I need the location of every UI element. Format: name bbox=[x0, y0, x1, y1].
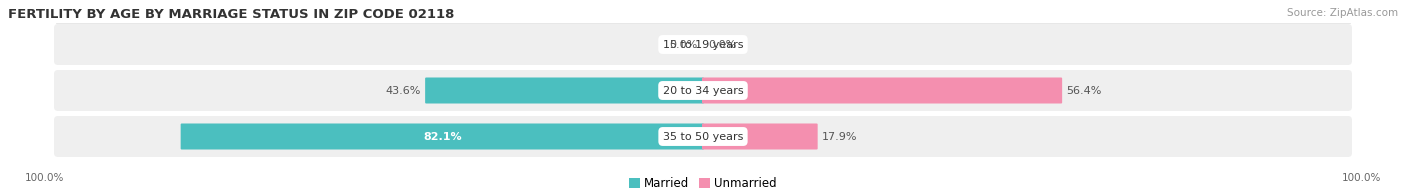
FancyBboxPatch shape bbox=[702, 123, 818, 150]
Text: FERTILITY BY AGE BY MARRIAGE STATUS IN ZIP CODE 02118: FERTILITY BY AGE BY MARRIAGE STATUS IN Z… bbox=[8, 8, 454, 21]
FancyBboxPatch shape bbox=[53, 24, 1353, 65]
Text: 43.6%: 43.6% bbox=[385, 85, 422, 95]
Text: 100.0%: 100.0% bbox=[25, 173, 65, 183]
Text: 20 to 34 years: 20 to 34 years bbox=[662, 85, 744, 95]
Text: 0.0%: 0.0% bbox=[669, 40, 697, 50]
FancyBboxPatch shape bbox=[53, 70, 1353, 111]
FancyBboxPatch shape bbox=[180, 123, 704, 150]
Text: 56.4%: 56.4% bbox=[1066, 85, 1101, 95]
Text: 35 to 50 years: 35 to 50 years bbox=[662, 132, 744, 142]
Legend: Married, Unmarried: Married, Unmarried bbox=[628, 177, 778, 190]
FancyBboxPatch shape bbox=[702, 77, 1062, 103]
FancyBboxPatch shape bbox=[425, 77, 704, 103]
Text: 0.0%: 0.0% bbox=[709, 40, 737, 50]
Text: 82.1%: 82.1% bbox=[423, 132, 461, 142]
Text: 100.0%: 100.0% bbox=[1341, 173, 1381, 183]
Text: Source: ZipAtlas.com: Source: ZipAtlas.com bbox=[1286, 8, 1398, 18]
Text: 17.9%: 17.9% bbox=[821, 132, 858, 142]
Text: 15 to 19 years: 15 to 19 years bbox=[662, 40, 744, 50]
FancyBboxPatch shape bbox=[53, 116, 1353, 157]
